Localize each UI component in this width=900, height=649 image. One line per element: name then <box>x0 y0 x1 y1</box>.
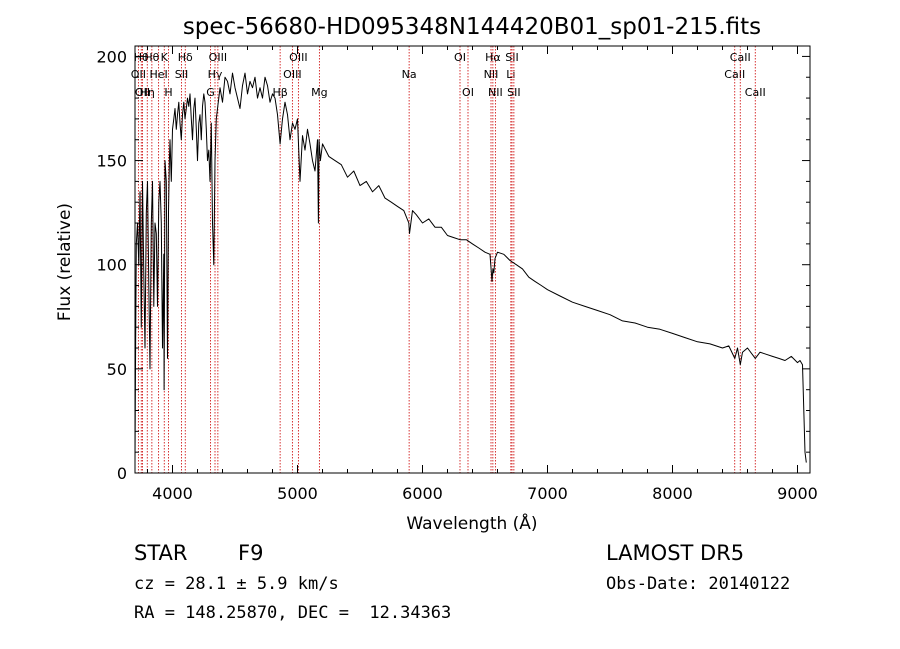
line-label: OI <box>462 86 474 99</box>
line-label: Hθ <box>134 51 149 64</box>
line-label: SII <box>505 51 518 64</box>
y-axis: 0 50 100 150 200 <box>96 47 810 483</box>
y-tick-label: 150 <box>96 152 127 171</box>
x-tick-label: 8000 <box>652 484 693 503</box>
line-label: Hδ <box>178 51 193 64</box>
plot-frame <box>134 45 811 474</box>
x-tick-label: 5000 <box>277 484 318 503</box>
line-label: SII <box>507 86 520 99</box>
coordinates: RA = 148.25870, DEC = 12.34363 <box>134 603 452 623</box>
survey-name: LAMOST DR5 <box>606 541 745 565</box>
line-label: OIII <box>283 68 301 81</box>
chart-title: spec-56680-HD095348N144420B01_sp01-215.f… <box>183 14 761 40</box>
y-axis-label: Flux (relative) <box>55 203 75 321</box>
line-label: OI <box>454 51 466 64</box>
line-markers: HθOIIOIIHηHθHeIKHSIIHδGHγOIIIHβOIIIOIIIM… <box>131 46 766 473</box>
line-label: Li <box>506 68 515 81</box>
line-label: Mg <box>311 86 327 99</box>
x-tick-label: 4000 <box>152 484 193 503</box>
x-tick-label: 7000 <box>527 484 568 503</box>
line-label: OIII <box>209 51 227 64</box>
line-label: Hγ <box>208 68 223 81</box>
x-axis: 4000 5000 6000 7000 8000 9000 <box>147 46 818 503</box>
line-label: Hα <box>485 51 501 64</box>
y-tick-label: 0 <box>117 464 127 483</box>
line-label: K <box>161 51 169 64</box>
line-label: CaII <box>730 51 751 64</box>
line-label: NII <box>488 86 503 99</box>
line-label: CaII <box>724 68 745 81</box>
y-tick-label: 200 <box>96 47 127 66</box>
line-label: Na <box>402 68 417 81</box>
line-label: CaII <box>745 86 766 99</box>
spectrum-line <box>134 72 807 463</box>
x-tick-label: 9000 <box>777 484 818 503</box>
object-class: STAR <box>134 541 188 565</box>
spectrum-series <box>134 72 807 463</box>
line-label: Hη <box>140 86 155 99</box>
line-label: HeI <box>149 68 167 81</box>
line-label: Hβ <box>272 86 287 99</box>
x-tick-label: 6000 <box>402 484 443 503</box>
line-label: H <box>164 86 172 99</box>
line-label: G <box>206 86 215 99</box>
obs-date: Obs-Date: 20140122 <box>606 574 791 594</box>
redshift-readout: cz = 28.1 ± 5.9 km/s <box>134 574 339 594</box>
line-label: Hθ <box>144 51 159 64</box>
line-label: SII <box>175 68 188 81</box>
line-label: OIII <box>289 51 307 64</box>
x-axis-label: Wavelength (Å) <box>406 512 537 534</box>
line-label: NII <box>484 68 499 81</box>
y-tick-label: 50 <box>107 360 127 379</box>
line-label: OII <box>135 86 150 99</box>
y-tick-label: 100 <box>96 256 127 275</box>
object-subclass: F9 <box>238 541 264 565</box>
line-label: OII <box>131 68 146 81</box>
